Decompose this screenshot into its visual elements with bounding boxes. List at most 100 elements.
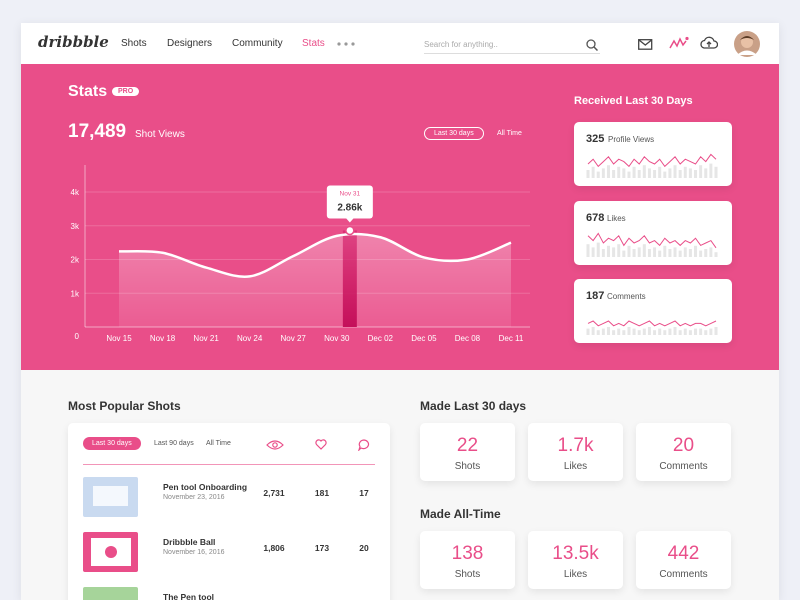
highlight-bar <box>342 230 357 327</box>
sparkline-bar <box>673 165 677 178</box>
sparkline-line <box>587 153 717 168</box>
stat-label: Likes <box>563 569 588 580</box>
comments-icon <box>358 439 370 451</box>
shot-title: The Pen tool <box>163 592 214 600</box>
sparkline-bar <box>622 250 626 257</box>
shot-row[interactable]: The Pen tool <box>83 587 383 600</box>
sparkline-bar <box>627 171 631 178</box>
sparkline-bar <box>688 249 692 257</box>
activity-icon[interactable] <box>669 36 689 50</box>
sparkline-bar <box>627 245 631 257</box>
sparkline-bar <box>668 168 672 178</box>
table-filter[interactable]: Last 90 days <box>154 440 194 447</box>
nav-link[interactable]: Shots <box>121 38 147 49</box>
tooltip-arrow <box>345 217 354 223</box>
highlight-dot <box>345 225 355 236</box>
count: 187 <box>586 290 605 302</box>
x-tick-label: Nov 15 <box>106 334 132 343</box>
sparkline-bar <box>704 249 708 257</box>
received-card: 187 Comments <box>574 279 732 343</box>
shot-date: November 23, 2016 <box>163 494 225 501</box>
search-box[interactable]: Search for anything.. <box>424 36 600 54</box>
sparkline-bar <box>586 244 590 257</box>
shot-thumbnail <box>83 532 138 572</box>
count-label: Comments <box>607 292 646 301</box>
sparkline-bar <box>642 244 646 257</box>
sparkline-bar <box>709 328 713 335</box>
shot-title: Pen tool Onboarding <box>163 482 248 492</box>
shot-date: November 16, 2016 <box>163 549 225 556</box>
sparkline-bar <box>704 168 708 178</box>
nav-link[interactable]: Community <box>232 38 283 49</box>
x-tick-label: Nov 18 <box>150 334 176 343</box>
count-label: Profile Views <box>608 135 655 144</box>
sparkline-bar <box>612 247 616 257</box>
app: dribbble Shots Designers Community Stats… <box>21 23 779 600</box>
x-tick-label: Nov 21 <box>193 334 219 343</box>
shot-row[interactable]: Dribbble Ball November 16, 2016 1,806 17… <box>83 532 383 574</box>
y-tick-label: 0 <box>75 332 80 341</box>
more-menu[interactable] <box>337 42 357 46</box>
sparkline-bar <box>617 166 621 178</box>
tooltip <box>326 185 373 219</box>
sparkline-bar <box>653 330 657 335</box>
sparkline-bar <box>647 168 651 178</box>
total-views-label: Shot Views <box>135 129 185 140</box>
logo[interactable]: dribbble <box>38 33 109 51</box>
sparkline-bar <box>688 330 692 335</box>
x-tick-label: Dec 11 <box>499 334 524 343</box>
nav-link[interactable]: Stats <box>302 38 325 49</box>
stat-card: 22 Shots <box>420 423 515 481</box>
shot-thumbnail <box>83 477 138 517</box>
x-tick-label: Nov 27 <box>281 334 307 343</box>
sparkline-bar <box>617 244 621 257</box>
sparkline-bar <box>606 165 610 178</box>
stat-card: 442 Comments <box>636 531 731 589</box>
sparkline-bar <box>586 328 590 335</box>
thumbnail-ball <box>105 546 117 558</box>
range-filter[interactable]: Last 30 days <box>424 127 484 140</box>
sparkline-bar <box>632 249 636 257</box>
popular-table: Last 30 days Last 90 days All Time Pen t… <box>68 423 390 600</box>
x-tick-label: Dec 02 <box>368 334 394 343</box>
sparkline-bar <box>714 252 718 257</box>
sparkline-bar <box>683 166 687 178</box>
sparkline-bar <box>622 330 626 335</box>
sparkline-bar <box>663 245 667 257</box>
search-icon[interactable] <box>586 39 598 51</box>
sparkline-bar <box>668 249 672 257</box>
sparkline-bar <box>653 170 657 178</box>
likes-icon <box>315 439 327 450</box>
received-card: 325 Profile Views <box>574 122 732 186</box>
sparkline-bar <box>586 170 590 178</box>
range-filter[interactable]: All Time <box>497 130 522 137</box>
nav-link[interactable]: Designers <box>167 38 213 49</box>
sparkline-bar <box>694 170 698 178</box>
stat-value: 442 <box>667 543 700 564</box>
sparkline-bar <box>699 250 703 257</box>
sparkline-bar <box>596 242 600 257</box>
tooltip-label: Nov 31 <box>340 190 361 197</box>
section-title: Most Popular Shots <box>68 399 181 413</box>
shot-views: 1,806 <box>263 543 285 553</box>
sparkline <box>586 153 718 178</box>
pro-badge: PRO <box>112 87 140 96</box>
table-filter[interactable]: All Time <box>206 440 231 447</box>
mail-icon[interactable] <box>638 39 653 50</box>
upload-icon[interactable] <box>700 36 718 50</box>
shot-row[interactable]: Pen tool Onboarding November 23, 2016 2,… <box>83 477 383 519</box>
table-filter[interactable]: Last 30 days <box>83 437 141 450</box>
received-card: 678 Likes <box>574 201 732 265</box>
y-tick-label: 1k <box>71 289 80 298</box>
sparkline <box>586 320 718 335</box>
sparkline-bar <box>688 168 692 178</box>
views-chart: 0 1k 2k 3k 4k Nov 15 Nov 18 Nov 21 Nov 24 Nov 27 N… <box>71 165 530 343</box>
sparkline-bar <box>617 328 621 335</box>
avatar[interactable] <box>734 31 760 57</box>
sparkline-bar <box>658 250 662 257</box>
sparkline-bar <box>606 327 610 335</box>
shot-likes: 181 <box>314 488 330 498</box>
stat-value: 22 <box>456 435 479 456</box>
thumbnail-art <box>93 486 128 506</box>
search-placeholder: Search for anything.. <box>424 40 498 49</box>
